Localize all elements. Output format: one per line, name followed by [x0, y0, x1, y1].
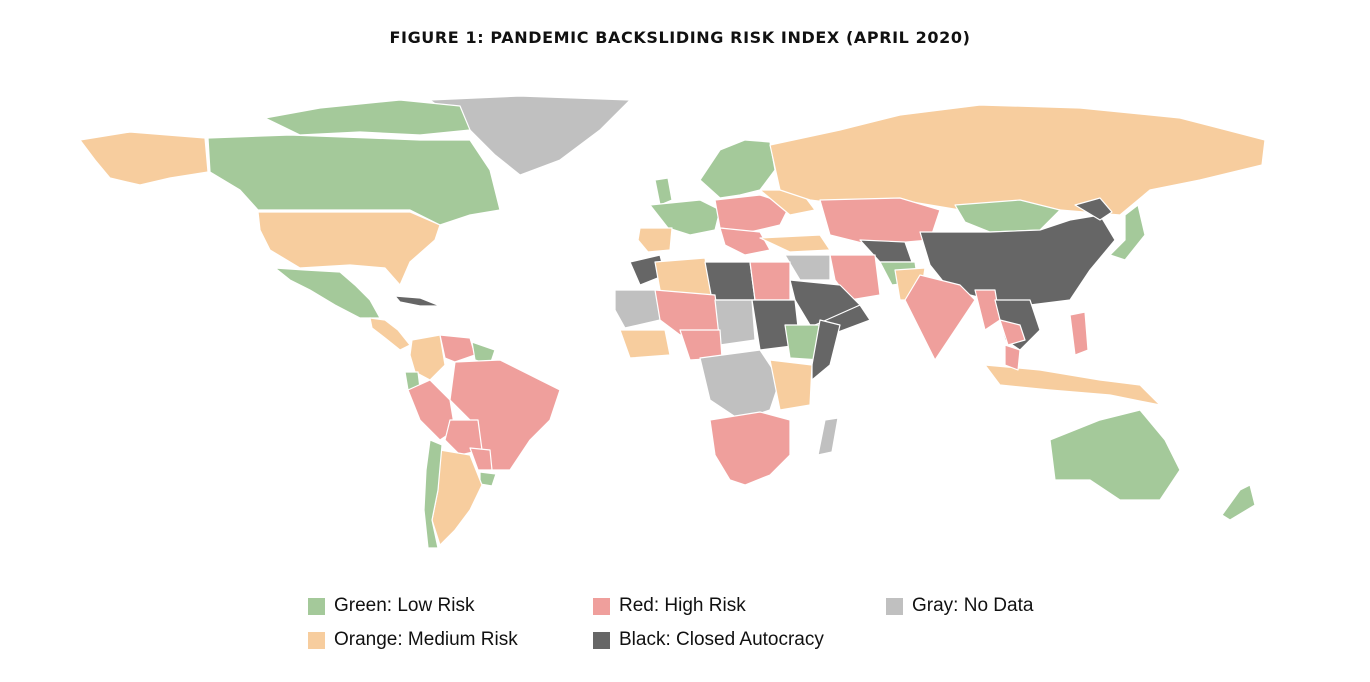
- region-mexico: [274, 267, 381, 319]
- legend-item-black: Black: Closed Autocracy: [593, 629, 824, 651]
- legend-item-gray: Gray: No Data: [886, 595, 1033, 617]
- region-russia: [769, 104, 1266, 216]
- legend-item-red: Red: High Risk: [593, 595, 746, 617]
- region-east-africa: [769, 359, 813, 411]
- legend-swatch-red: [593, 597, 610, 615]
- legend-swatch-gray: [886, 597, 903, 615]
- region-canada: [207, 134, 501, 226]
- region-central-america: [369, 317, 411, 351]
- region-canada-arctic: [264, 99, 471, 136]
- legend-swatch-green: [308, 597, 325, 615]
- region-mali-niger: [654, 289, 721, 336]
- region-cuba: [394, 295, 441, 307]
- region-japan: [1109, 204, 1146, 261]
- region-west-coast: [619, 329, 671, 359]
- region-iberia: [637, 227, 673, 253]
- legend-label-green: Green: Low Risk: [334, 595, 475, 616]
- region-myanmar: [974, 289, 1001, 331]
- region-southern-africa: [709, 411, 791, 486]
- region-new-zealand: [1221, 484, 1256, 521]
- region-iraq-syria: [784, 254, 831, 281]
- legend-label-gray: Gray: No Data: [912, 595, 1034, 616]
- region-chile: [423, 439, 443, 549]
- legend-label-black: Black: Closed Autocracy: [619, 629, 824, 650]
- region-north-korea: [1074, 197, 1113, 221]
- region-balkans: [719, 227, 771, 256]
- region-australia: [1049, 409, 1181, 501]
- region-alaska: [79, 131, 209, 186]
- region-indonesia: [984, 364, 1161, 406]
- legend-swatch-orange: [308, 631, 325, 649]
- region-thailand-cambodia: [999, 319, 1026, 346]
- legend-label-orange: Orange: Medium Risk: [334, 629, 518, 650]
- region-greenland: [429, 95, 631, 176]
- region-west-africa-gray: [614, 289, 661, 329]
- region-egypt: [749, 261, 791, 301]
- region-madagascar: [817, 417, 839, 456]
- region-malaysia: [1004, 344, 1021, 371]
- region-uk: [654, 177, 673, 206]
- region-india: [904, 274, 976, 361]
- legend-label-red: Red: High Risk: [619, 595, 746, 616]
- region-central-africa: [699, 349, 781, 421]
- region-venezuela: [439, 334, 476, 363]
- region-turkey: [759, 234, 831, 253]
- legend-item-green: Green: Low Risk: [308, 595, 474, 617]
- region-philippines: [1069, 311, 1089, 356]
- region-paraguay: [469, 447, 493, 471]
- region-somalia: [811, 319, 841, 381]
- region-brazil: [449, 359, 561, 471]
- figure-title: FIGURE 1: PANDEMIC BACKSLIDING RISK INDE…: [389, 28, 971, 47]
- legend-item-orange: Orange: Medium Risk: [308, 629, 518, 651]
- region-scandinavia: [699, 139, 776, 199]
- region-uruguay: [479, 471, 497, 487]
- region-usa: [257, 211, 441, 286]
- legend-swatch-black: [593, 631, 610, 649]
